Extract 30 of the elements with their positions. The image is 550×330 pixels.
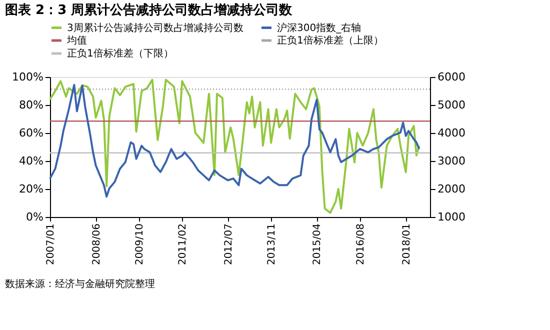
x-tick-label: 2015/04 [312, 224, 324, 266]
x-tick-label: 2016/08 [355, 224, 366, 266]
y-tick-label: 20% [19, 182, 44, 196]
y2-tick-label: 1000 [438, 210, 466, 224]
y-tick-label: 60% [19, 126, 44, 140]
chart-title: 图表 2：3 周累计公告减持公司数占增减持公司数 [5, 2, 294, 18]
x-tick-label: 2011/02 [178, 224, 189, 266]
y2-tick-label: 2000 [438, 182, 466, 196]
legend-label: 沪深300指数_右轴 [277, 22, 362, 34]
legend-label: 正负1倍标准差（上限） [277, 34, 384, 46]
x-tick-label: 2013/11 [266, 224, 278, 266]
line-series [49, 84, 420, 198]
x-tick-label: 2007/01 [46, 224, 56, 266]
x-tick-label: 2008/06 [91, 224, 102, 266]
legend-label: 3周累计公告减持公司数占增减持公司数 [67, 22, 244, 34]
y2-tick-label: 6000 [438, 70, 466, 84]
y-tick-label: 40% [19, 154, 44, 168]
y-tick-label: 0% [26, 210, 44, 224]
legend-label: 均值 [66, 34, 87, 46]
x-tick-label: 2018/01 [401, 224, 412, 266]
y-tick-label: 100% [12, 70, 44, 84]
legend-label: 正负1倍标准差（下限） [67, 48, 174, 60]
y2-tick-label: 4000 [438, 126, 466, 140]
x-tick-label: 2012/07 [223, 224, 234, 266]
y2-tick-label: 3000 [438, 154, 466, 168]
x-tick-label: 2009/10 [134, 224, 146, 266]
source-note: 数据来源：经济与金融研究院整理 [5, 278, 155, 290]
y-tick-label: 80% [19, 98, 44, 112]
y2-tick-label: 5000 [438, 98, 466, 112]
line-series [49, 78, 420, 214]
